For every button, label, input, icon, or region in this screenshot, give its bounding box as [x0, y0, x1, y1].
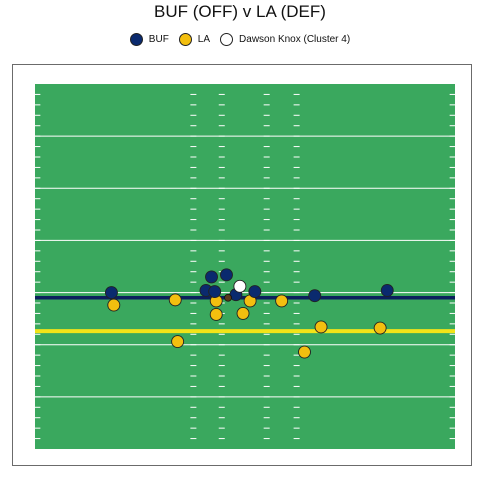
legend-label-defense: LA [197, 34, 211, 45]
legend-label-offense: BUF [148, 34, 169, 45]
legend: BUF LA Dawson Knox (Cluster 4) [0, 33, 480, 46]
chart-title: BUF (OFF) v LA (DEF) [154, 2, 326, 21]
offense-player-marker [308, 289, 322, 303]
defense-player-marker [209, 308, 223, 321]
football-icon [224, 293, 232, 302]
offense-player-marker [208, 285, 222, 298]
defense-marker-icon [178, 33, 192, 46]
defense-player-marker [298, 345, 311, 359]
field-turf [35, 84, 455, 449]
legend-item-defense: LA [178, 33, 211, 46]
plot-panel [12, 64, 472, 466]
football-field [34, 84, 456, 449]
defense-player-marker [275, 294, 289, 308]
legend-label-highlight: Dawson Knox (Cluster 4) [239, 34, 351, 45]
defense-player-marker [168, 293, 182, 307]
highlight-player-marker [233, 279, 247, 293]
defense-player-marker [373, 321, 387, 335]
legend-item-offense: BUF [129, 33, 169, 46]
offense-player-marker [205, 270, 218, 284]
defense-player-marker [107, 298, 121, 312]
defense-player-marker [314, 320, 328, 334]
offense-player-marker [248, 285, 262, 298]
defense-player-marker [171, 335, 185, 349]
offense-player-marker [104, 286, 118, 300]
legend-item-highlight: Dawson Knox (Cluster 4) [220, 33, 350, 46]
offense-player-marker [380, 284, 394, 297]
defense-player-marker [236, 306, 250, 320]
highlight-marker-icon [220, 33, 234, 46]
offense-player-marker [220, 268, 233, 282]
offense-marker-icon [129, 33, 143, 46]
